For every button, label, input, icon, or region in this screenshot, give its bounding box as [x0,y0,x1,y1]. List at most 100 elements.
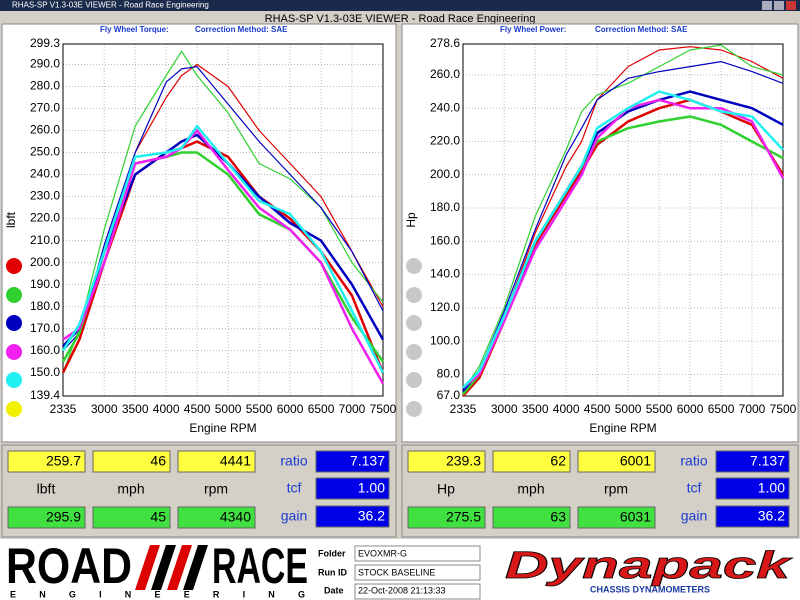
legend-button[interactable] [6,258,22,274]
legend-button[interactable] [406,344,422,360]
readout-box [7,450,86,473]
setting-value: 36.2 [358,508,385,524]
y-tick-label: 139.4 [30,388,60,402]
field-label: Run ID [318,567,347,577]
x-tick-label: 2335 [450,402,477,416]
setting-box [715,477,790,500]
setting-label: tcf [287,480,302,496]
x-tick-label: 7500 [770,402,797,416]
x-tick-label: 3000 [91,402,118,416]
y-axis-label: lbft [4,211,18,228]
date-value: 22-Oct-2008 21:13:33 [358,585,446,595]
y-tick-label: 220.0 [30,211,60,225]
legend-button[interactable] [406,287,422,303]
field-box [354,545,481,562]
y-tick-label: 100.0 [430,333,460,347]
y-tick-label: 180.0 [30,299,60,313]
run-id-value: STOCK BASELINE [358,567,435,577]
x-tick-label: 6000 [677,402,704,416]
y-tick-label: 160.0 [430,233,460,247]
readout-box [7,506,86,529]
setting-value: 1.00 [758,480,785,496]
y-tick-label: 240.0 [30,167,60,181]
readout-value: 4340 [220,509,251,525]
legend-button[interactable] [6,315,22,331]
x-tick-label: 5500 [646,402,673,416]
y-tick-label: 180.0 [430,200,460,214]
window-title: RHAS-SP V1.3-03E VIEWER - Road Race Engi… [12,1,209,10]
readout-unit: rpm [204,481,228,497]
field-box [354,564,481,581]
header-title: RHAS-SP V1.3-03E VIEWER - Road Race Engi… [265,13,536,25]
setting-box [315,477,390,500]
legend-button[interactable] [6,287,22,303]
readout-unit: mph [517,481,544,497]
y-tick-label: 200.0 [430,167,460,181]
readout-value: 63 [550,509,566,525]
y-tick-label: 260.0 [430,67,460,81]
readout-value: 46 [150,453,166,469]
minimize-button[interactable] [762,1,772,10]
readout-box [492,506,571,529]
legend-button[interactable] [6,372,22,388]
series-line [62,129,385,385]
chart-title: Fly Wheel Torque: [100,25,169,34]
series-line [462,98,785,389]
y-tick-label: 280.0 [30,79,60,93]
readout-value: 6031 [620,509,651,525]
field-label: Date [324,585,344,595]
readout-unit: lbft [37,481,56,497]
readout-box [577,450,656,473]
readout-box [177,506,256,529]
series-line [462,90,784,389]
legend-buttons [6,258,422,417]
legend-button[interactable] [406,258,422,274]
logo-race: RACE [212,538,308,594]
close-button[interactable] [786,1,796,10]
brand-tagline: CHASSIS DYNAMOMETERS [590,584,710,594]
y-tick-label: 80.0 [437,367,461,381]
setting-box [715,450,790,473]
x-axis-label: Engine RPM [589,421,656,435]
readout-value: 295.9 [46,509,81,525]
readout-value: 6001 [620,453,651,469]
y-tick-label: 120.0 [430,300,460,314]
readout-value: 259.7 [46,453,81,469]
y-tick-label: 160.0 [30,343,60,357]
readout-value: 239.3 [446,453,481,469]
logo-slash [167,545,192,590]
readout-box [92,450,171,473]
x-tick-label: 6500 [708,402,735,416]
series-line [62,66,384,352]
setting-box [315,450,390,473]
legend-button[interactable] [6,401,22,417]
y-axis-label: Hp [404,212,418,228]
legend-button[interactable] [6,344,22,360]
readout-unit: mph [117,481,144,497]
y-tick-label: 299.3 [30,36,60,50]
x-tick-label: 5000 [615,402,642,416]
setting-label: gain [281,508,307,524]
y-tick-label: 210.0 [30,233,60,247]
y-tick-label: 290.0 [30,57,60,71]
plot-frame [62,43,384,397]
x-tick-label: 4500 [584,402,611,416]
maximize-button[interactable] [774,1,784,10]
setting-value: 36.2 [758,508,785,524]
x-tick-label: 5000 [215,402,242,416]
readout-box [492,450,571,473]
y-tick-label: 260.0 [30,123,60,137]
legend-button[interactable] [406,372,422,388]
readout-box [577,506,656,529]
y-tick-label: 67.0 [437,388,461,402]
legend-button[interactable] [406,315,422,331]
x-axis-label: Engine RPM [189,421,256,435]
x-tick-label: 3500 [122,402,149,416]
logo-slash [135,545,160,590]
series-line [462,61,784,392]
logo-slash [183,545,208,590]
y-tick-label: 170.0 [30,321,60,335]
y-tick-label: 230.0 [30,189,60,203]
legend-button[interactable] [406,401,422,417]
x-tick-label: 6000 [277,402,304,416]
